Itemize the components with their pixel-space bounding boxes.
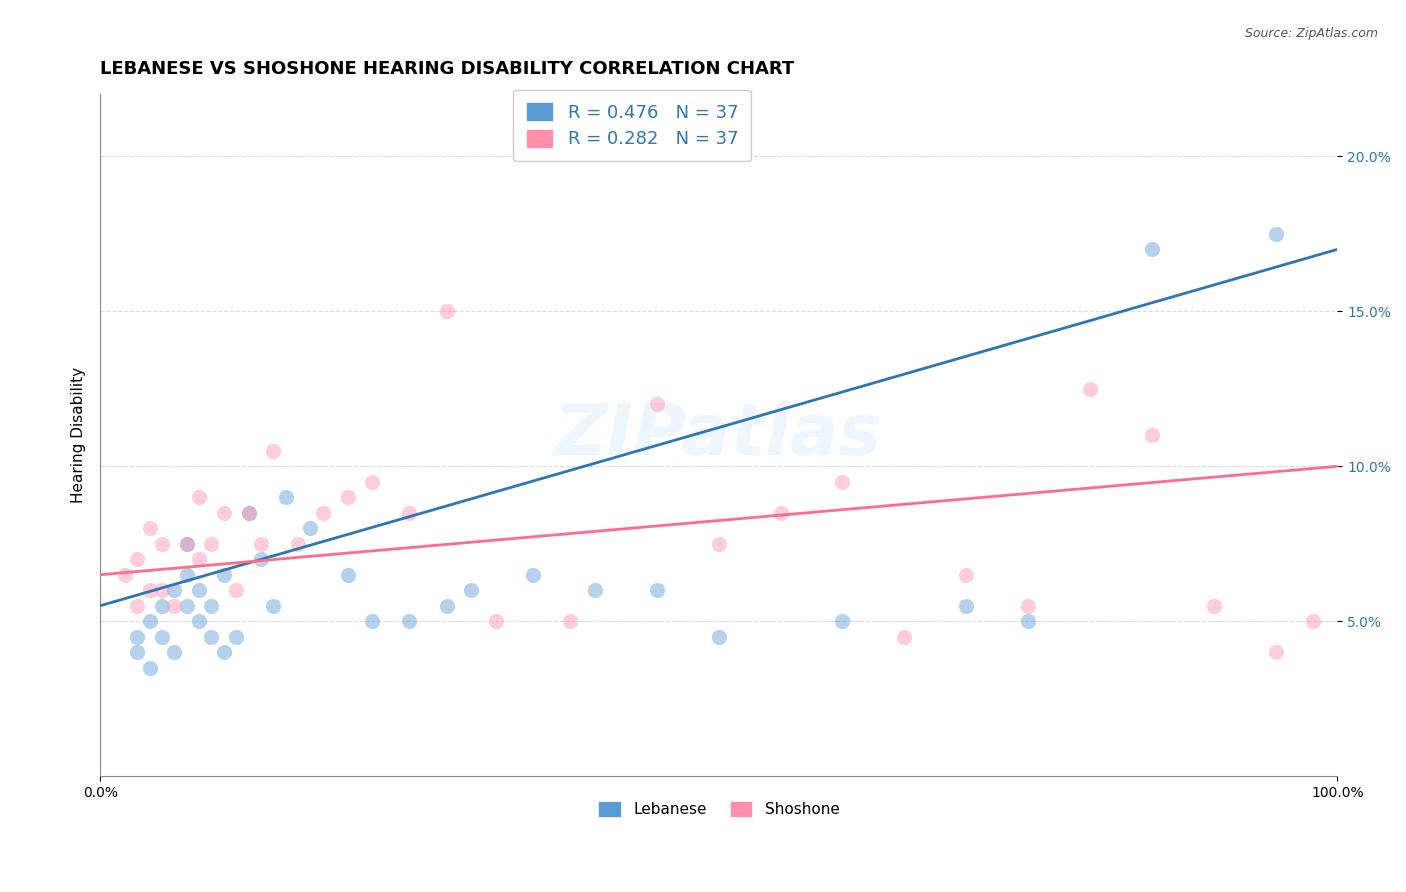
Point — [150, 630, 173, 644]
Point — [212, 567, 235, 582]
Point — [398, 614, 420, 628]
Text: ZIPatlas: ZIPatlas — [555, 401, 883, 470]
Point — [1140, 243, 1163, 257]
Point — [560, 614, 582, 628]
Point — [200, 537, 222, 551]
Point — [485, 614, 508, 628]
Point — [955, 567, 977, 582]
Point — [707, 537, 730, 551]
Point — [1202, 599, 1225, 613]
Point — [188, 552, 211, 566]
Point — [1017, 614, 1039, 628]
Point — [238, 506, 260, 520]
Point — [150, 537, 173, 551]
Legend: Lebanese, Shoshone: Lebanese, Shoshone — [592, 795, 845, 823]
Point — [1140, 428, 1163, 442]
Point — [176, 599, 198, 613]
Point — [645, 397, 668, 411]
Point — [200, 599, 222, 613]
Point — [212, 506, 235, 520]
Point — [398, 506, 420, 520]
Point — [150, 599, 173, 613]
Point — [287, 537, 309, 551]
Point — [176, 537, 198, 551]
Point — [312, 506, 335, 520]
Point — [127, 630, 149, 644]
Point — [262, 599, 284, 613]
Point — [138, 521, 160, 535]
Text: Source: ZipAtlas.com: Source: ZipAtlas.com — [1244, 27, 1378, 40]
Point — [1264, 645, 1286, 659]
Point — [831, 475, 853, 489]
Point — [522, 567, 544, 582]
Point — [274, 490, 297, 504]
Point — [127, 552, 149, 566]
Point — [336, 490, 359, 504]
Point — [955, 599, 977, 613]
Point — [212, 645, 235, 659]
Point — [336, 567, 359, 582]
Point — [188, 614, 211, 628]
Point — [1017, 599, 1039, 613]
Point — [436, 599, 458, 613]
Point — [645, 583, 668, 598]
Point — [138, 583, 160, 598]
Point — [200, 630, 222, 644]
Point — [188, 583, 211, 598]
Point — [127, 645, 149, 659]
Point — [1078, 382, 1101, 396]
Point — [250, 537, 273, 551]
Point — [769, 506, 792, 520]
Point — [707, 630, 730, 644]
Point — [460, 583, 482, 598]
Point — [436, 304, 458, 318]
Point — [831, 614, 853, 628]
Point — [127, 599, 149, 613]
Point — [893, 630, 915, 644]
Point — [262, 443, 284, 458]
Point — [176, 567, 198, 582]
Point — [238, 506, 260, 520]
Point — [176, 537, 198, 551]
Point — [114, 567, 136, 582]
Point — [163, 599, 186, 613]
Point — [299, 521, 322, 535]
Point — [138, 614, 160, 628]
Point — [1264, 227, 1286, 241]
Point — [361, 475, 384, 489]
Point — [1302, 614, 1324, 628]
Point — [188, 490, 211, 504]
Point — [225, 630, 247, 644]
Point — [583, 583, 606, 598]
Point — [138, 661, 160, 675]
Point — [250, 552, 273, 566]
Point — [361, 614, 384, 628]
Y-axis label: Hearing Disability: Hearing Disability — [72, 368, 86, 503]
Point — [150, 583, 173, 598]
Point — [163, 583, 186, 598]
Point — [163, 645, 186, 659]
Point — [225, 583, 247, 598]
Text: LEBANESE VS SHOSHONE HEARING DISABILITY CORRELATION CHART: LEBANESE VS SHOSHONE HEARING DISABILITY … — [100, 60, 794, 78]
